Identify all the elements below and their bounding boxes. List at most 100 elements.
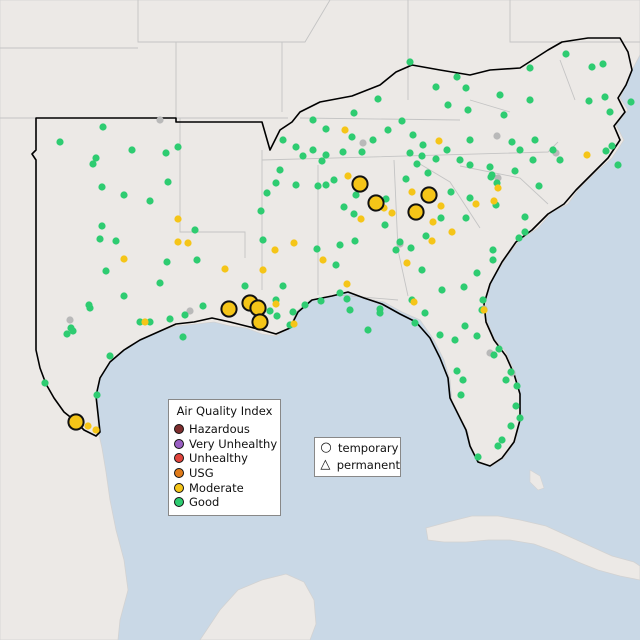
station-marker-good[interactable]	[146, 318, 154, 326]
station-marker-good[interactable]	[513, 382, 521, 390]
station-marker-moderate-large[interactable]	[420, 186, 438, 204]
station-marker-good[interactable]	[614, 161, 622, 169]
station-marker-moderate[interactable]	[403, 259, 411, 267]
station-marker-good[interactable]	[146, 197, 154, 205]
station-marker-good[interactable]	[473, 269, 481, 277]
station-marker-good[interactable]	[418, 266, 426, 274]
station-marker-good[interactable]	[156, 279, 164, 287]
station-marker-good[interactable]	[422, 232, 430, 240]
station-marker-good[interactable]	[466, 161, 474, 169]
station-marker-good[interactable]	[424, 169, 432, 177]
station-marker-good[interactable]	[241, 282, 249, 290]
station-marker-good[interactable]	[179, 333, 187, 341]
station-marker-good[interactable]	[318, 157, 326, 165]
station-marker-good[interactable]	[339, 148, 347, 156]
station-marker-good[interactable]	[314, 182, 322, 190]
station-marker-moderate[interactable]	[410, 298, 418, 306]
station-marker-good[interactable]	[174, 143, 182, 151]
station-marker-good[interactable]	[332, 261, 340, 269]
station-marker-moderate[interactable]	[272, 300, 280, 308]
station-marker-good[interactable]	[531, 136, 539, 144]
station-marker-good[interactable]	[381, 221, 389, 229]
station-marker-unavailable[interactable]	[186, 307, 194, 315]
station-marker-good[interactable]	[451, 336, 459, 344]
station-marker-moderate[interactable]	[184, 239, 192, 247]
station-marker-good[interactable]	[556, 156, 564, 164]
station-marker-moderate[interactable]	[221, 265, 229, 273]
station-marker-good[interactable]	[516, 146, 524, 154]
station-marker-moderate-large[interactable]	[351, 175, 369, 193]
station-marker-good[interactable]	[489, 246, 497, 254]
station-marker-good[interactable]	[369, 136, 377, 144]
station-marker-good[interactable]	[444, 101, 452, 109]
station-marker-good[interactable]	[41, 379, 49, 387]
station-marker-good[interactable]	[436, 331, 444, 339]
station-marker-good[interactable]	[322, 181, 330, 189]
station-marker-good[interactable]	[98, 183, 106, 191]
station-marker-moderate[interactable]	[341, 126, 349, 134]
station-marker-good[interactable]	[392, 246, 400, 254]
station-marker-good[interactable]	[474, 453, 482, 461]
station-marker-good[interactable]	[273, 312, 281, 320]
station-marker-moderate[interactable]	[343, 280, 351, 288]
station-marker-good[interactable]	[358, 148, 366, 156]
station-marker-good[interactable]	[500, 111, 508, 119]
station-marker-moderate[interactable]	[429, 218, 437, 226]
station-marker-good[interactable]	[406, 149, 414, 157]
station-marker-good[interactable]	[106, 352, 114, 360]
station-marker-good[interactable]	[259, 236, 267, 244]
station-marker-good[interactable]	[98, 222, 106, 230]
station-marker-good[interactable]	[409, 131, 417, 139]
station-marker-good[interactable]	[462, 84, 470, 92]
station-marker-good[interactable]	[418, 152, 426, 160]
station-marker-unavailable[interactable]	[493, 132, 501, 140]
station-marker-good[interactable]	[350, 109, 358, 117]
station-marker-good[interactable]	[351, 237, 359, 245]
station-marker-good[interactable]	[508, 138, 516, 146]
station-marker-good[interactable]	[406, 58, 414, 66]
station-marker-good[interactable]	[529, 156, 537, 164]
station-marker-good[interactable]	[343, 295, 351, 303]
station-marker-good[interactable]	[489, 256, 497, 264]
station-marker-good[interactable]	[301, 301, 309, 309]
station-marker-good[interactable]	[479, 296, 487, 304]
station-marker-good[interactable]	[191, 226, 199, 234]
station-marker-good[interactable]	[340, 203, 348, 211]
station-marker-good[interactable]	[352, 191, 360, 199]
station-marker-good[interactable]	[272, 179, 280, 187]
station-marker-good[interactable]	[317, 297, 325, 305]
station-marker-moderate-large[interactable]	[367, 194, 385, 212]
station-marker-moderate-large[interactable]	[249, 299, 267, 317]
station-marker-moderate-large[interactable]	[251, 313, 269, 331]
station-marker-good[interactable]	[457, 391, 465, 399]
station-marker-good[interactable]	[535, 182, 543, 190]
station-marker-good[interactable]	[601, 93, 609, 101]
station-marker-good[interactable]	[162, 149, 170, 157]
station-marker-good[interactable]	[487, 173, 495, 181]
station-marker-good[interactable]	[464, 106, 472, 114]
station-marker-good[interactable]	[181, 311, 189, 319]
station-marker-good[interactable]	[330, 176, 338, 184]
station-marker-good[interactable]	[453, 367, 461, 375]
station-marker-unavailable[interactable]	[66, 316, 74, 324]
station-marker-moderate[interactable]	[174, 238, 182, 246]
station-marker-good[interactable]	[459, 376, 467, 384]
station-marker-good[interactable]	[466, 136, 474, 144]
station-marker-good[interactable]	[507, 422, 515, 430]
station-marker-good[interactable]	[496, 91, 504, 99]
station-marker-good[interactable]	[266, 307, 274, 315]
station-marker-good[interactable]	[336, 241, 344, 249]
station-marker-moderate[interactable]	[490, 197, 498, 205]
station-marker-moderate[interactable]	[344, 172, 352, 180]
station-marker-good[interactable]	[276, 166, 284, 174]
station-marker-good[interactable]	[521, 228, 529, 236]
station-marker-good[interactable]	[511, 167, 519, 175]
station-marker-good[interactable]	[120, 191, 128, 199]
station-marker-good[interactable]	[313, 245, 321, 253]
station-marker-good[interactable]	[466, 194, 474, 202]
station-marker-good[interactable]	[56, 138, 64, 146]
station-marker-good[interactable]	[606, 108, 614, 116]
station-marker-good[interactable]	[396, 238, 404, 246]
station-marker-moderate[interactable]	[141, 318, 149, 326]
station-marker-moderate[interactable]	[92, 426, 100, 434]
